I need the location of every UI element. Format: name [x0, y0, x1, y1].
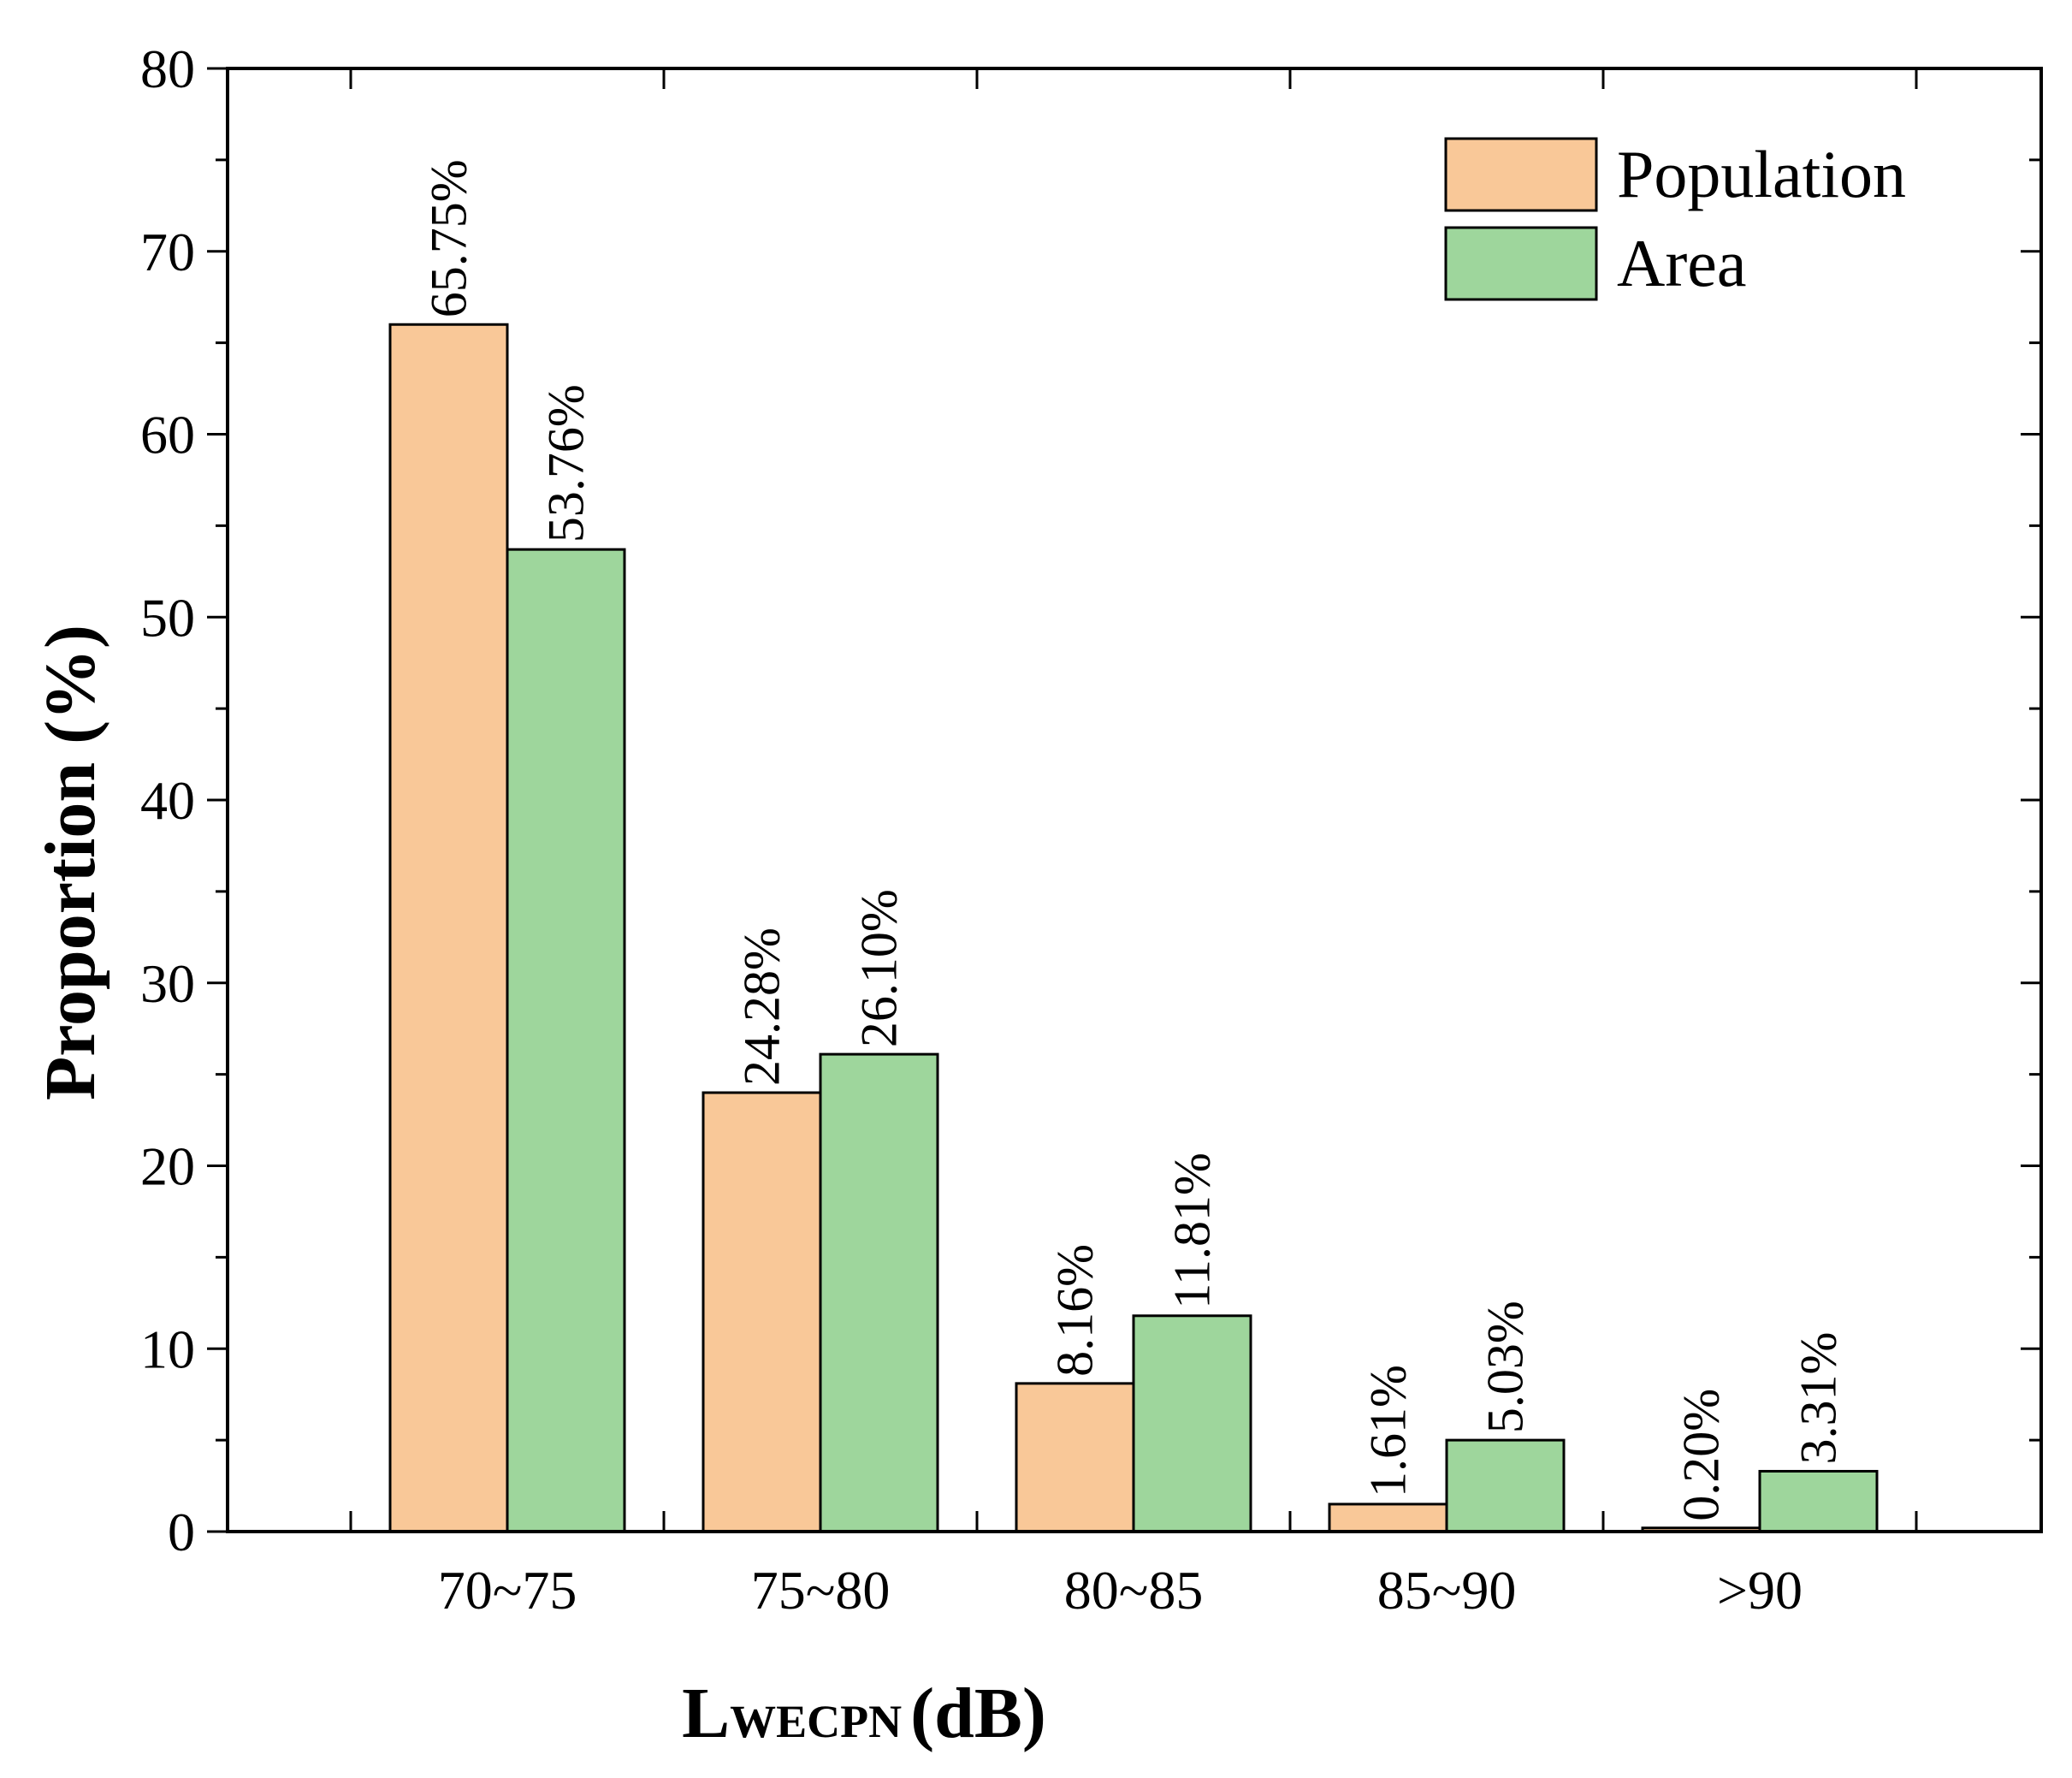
legend-swatch-population [1444, 137, 1598, 212]
x-tick-label-3: 85~90 [1377, 1560, 1517, 1621]
y-axis-title: Proportion (%) [31, 625, 110, 1100]
legend-swatch-area [1444, 226, 1598, 301]
data-label-area-2: 11.81% [1164, 1153, 1221, 1309]
data-label-area-3: 5.03% [1477, 1301, 1534, 1433]
bar-area-2 [1132, 1314, 1252, 1533]
x-axis-title-subscript: WECPN [730, 1696, 902, 1747]
y-tick-label-0: 0 [168, 1502, 195, 1562]
x-axis-title-unit: (dB) [910, 1674, 1046, 1753]
data-label-area-1: 26.10% [851, 889, 908, 1047]
bar-population-0 [388, 323, 509, 1533]
x-axis-title: LWECPN (dB) [682, 1674, 1046, 1753]
x-axis-title-main: L [682, 1674, 730, 1753]
bar-area-1 [819, 1052, 939, 1533]
bar-area-3 [1445, 1438, 1566, 1533]
data-label-area-0: 53.76% [538, 384, 595, 542]
data-label-population-4: 0.20% [1673, 1389, 1730, 1521]
x-tick-label-2: 80~85 [1064, 1560, 1204, 1621]
data-label-population-3: 1.61% [1360, 1365, 1417, 1497]
data-label-area-4: 3.31% [1791, 1331, 1847, 1464]
bar-population-2 [1015, 1382, 1135, 1533]
y-tick-label-2: 20 [140, 1136, 195, 1197]
x-tick-label-4: >90 [1717, 1560, 1803, 1621]
y-tick-label-1: 10 [140, 1319, 195, 1379]
data-labels-layer: 65.75% 53.76% 24.28% 26.10% 8.16% 11.81% 1.61%… [421, 159, 1847, 1520]
bar-area-0 [506, 548, 626, 1533]
data-label-population-2: 8.16% [1047, 1244, 1104, 1377]
y-tick-label-4: 40 [140, 770, 195, 831]
y-tick-label-8: 80 [140, 39, 195, 99]
data-label-population-1: 24.28% [734, 928, 790, 1086]
data-label-population-0: 65.75% [421, 159, 477, 317]
y-tick-label-5: 50 [140, 587, 195, 648]
legend: Population Area [1444, 137, 1906, 301]
legend-label-population: Population [1617, 137, 1906, 211]
bar-area-4 [1758, 1469, 1879, 1533]
bar-population-3 [1328, 1502, 1448, 1533]
x-tick-label-1: 75~80 [751, 1560, 891, 1621]
y-tick-label-6: 60 [140, 405, 195, 465]
axes-layer: 70~75 75~80 80~85 85~90 >90 0 10 20 30 40 50 60 70 80 [140, 39, 2043, 1621]
y-tick-label-7: 70 [140, 222, 195, 282]
x-tick-label-0: 70~75 [438, 1560, 577, 1621]
bars-layer [388, 323, 1879, 1533]
y-tick-label-3: 30 [140, 953, 195, 1014]
legend-label-area: Area [1617, 226, 1747, 300]
bar-population-1 [702, 1091, 822, 1533]
